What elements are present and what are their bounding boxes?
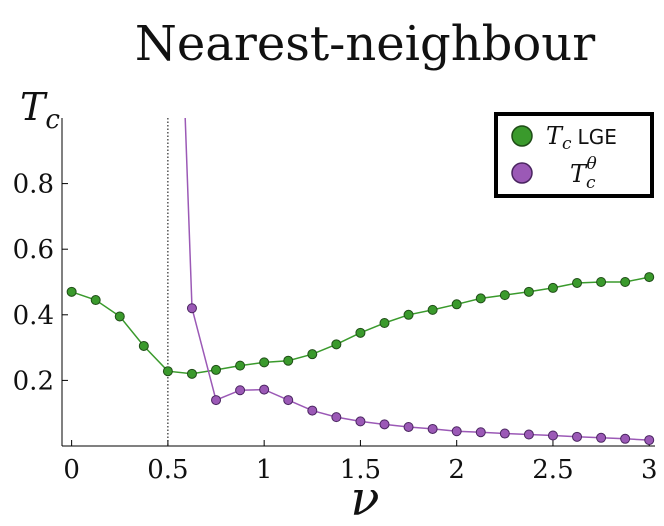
data-point	[162, 366, 173, 377]
data-point	[644, 435, 655, 446]
data-point	[186, 303, 197, 314]
data-point	[547, 430, 558, 441]
data-point	[283, 395, 294, 406]
data-point	[259, 384, 270, 395]
data-point	[403, 421, 414, 432]
legend-lge-tail: LGE	[578, 125, 617, 149]
data-point	[90, 295, 101, 306]
y-tick-label: 0.4	[13, 301, 54, 331]
data-point	[379, 318, 390, 328]
data-point	[427, 304, 438, 315]
data-point	[596, 277, 607, 287]
legend-entry-lge: Tc LGE	[546, 122, 617, 154]
data-point	[451, 299, 462, 310]
data-point	[307, 349, 318, 360]
legend-theta-sup: θ	[587, 154, 597, 174]
legend-theta-main: T	[570, 160, 588, 188]
data-point	[331, 339, 342, 350]
data-point	[114, 311, 125, 322]
x-tick-label: 0.5	[147, 455, 188, 485]
data-point	[572, 431, 583, 442]
data-point	[451, 426, 462, 437]
x-tick-label: 0	[63, 455, 80, 485]
data-point	[403, 309, 414, 320]
data-point	[547, 282, 558, 293]
legend-lge-main: T	[546, 122, 564, 150]
legend-entry-theta: Tcθ	[570, 154, 597, 193]
x-tick-label: 2	[448, 455, 465, 485]
data-point	[596, 432, 607, 443]
legend-marker-theta	[511, 162, 533, 184]
legend: Tc LGE Tcθ	[494, 112, 654, 198]
data-point	[235, 360, 246, 371]
x-tick-label: 3	[641, 455, 658, 485]
data-point	[307, 405, 318, 416]
data-point	[620, 277, 631, 287]
axes: 0 0.5 1 1.5 2 2.5 3 0.2 0.4 0.6 0.8	[13, 118, 658, 485]
data-point	[355, 416, 366, 427]
y-tick-label: 0.6	[13, 235, 54, 265]
series-layer	[66, 117, 655, 446]
data-point	[66, 286, 77, 297]
data-point	[499, 428, 510, 439]
y-axis-label-main: T	[20, 85, 48, 129]
data-point	[186, 368, 197, 379]
data-point	[620, 433, 631, 444]
legend-theta-sub: c	[586, 173, 596, 193]
data-point	[475, 293, 486, 304]
data-point	[259, 357, 270, 368]
data-point	[283, 355, 294, 366]
x-tick-label: 2.5	[532, 455, 573, 485]
x-axis-label: ν	[350, 471, 379, 526]
chart-title: Nearest-neighbour	[135, 16, 595, 72]
data-point	[379, 419, 390, 430]
y-tick-label: 0.8	[13, 170, 54, 200]
x-tick-label: 1.5	[340, 455, 381, 485]
y-tick-label: 0.2	[13, 366, 54, 396]
data-point	[523, 429, 534, 440]
data-point	[211, 364, 222, 375]
series-line-0	[71, 276, 650, 375]
x-tick-label: 1	[256, 455, 273, 485]
data-point	[572, 277, 583, 288]
data-point	[235, 385, 246, 396]
y-axis-label: Tc	[20, 85, 60, 135]
data-point	[138, 340, 149, 351]
data-point	[499, 290, 510, 301]
data-point	[331, 412, 342, 423]
data-point	[644, 272, 655, 283]
data-point	[355, 327, 366, 338]
data-point	[211, 395, 222, 406]
legend-marker-lge	[511, 125, 533, 147]
data-point	[523, 286, 534, 297]
legend-lge-sub: c	[562, 134, 572, 154]
y-axis-label-sub: c	[45, 105, 60, 135]
data-point	[475, 427, 486, 438]
data-point	[427, 423, 438, 434]
